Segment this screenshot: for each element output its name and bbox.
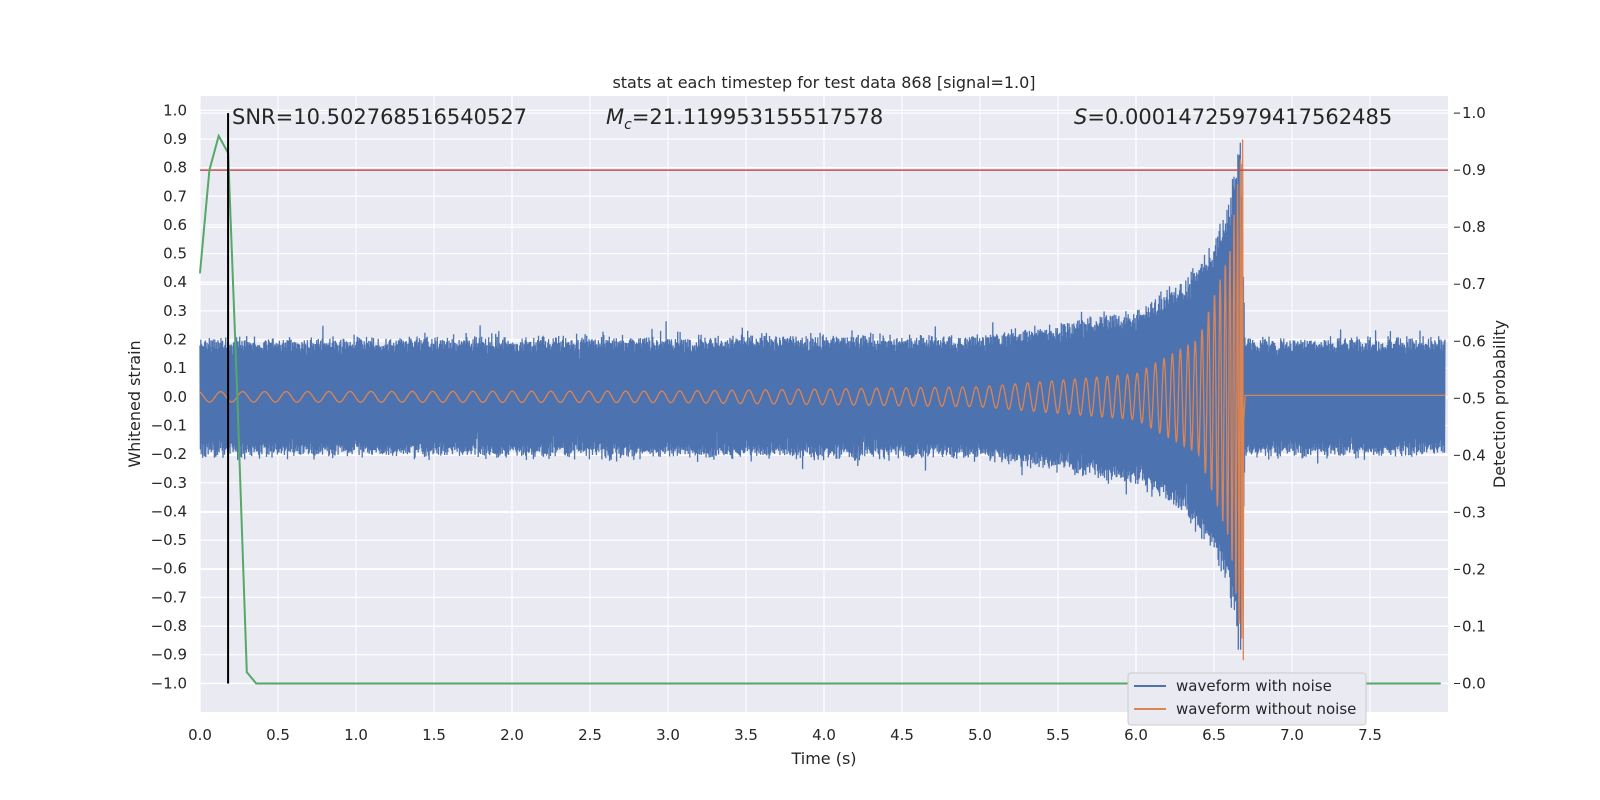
y-left-tick-label: 0.5	[163, 245, 187, 263]
y-right-tick-label: 0.6	[1462, 332, 1486, 350]
x-tick-label: 3.5	[734, 726, 758, 744]
snr-annotation: SNR=10.502768516540527	[232, 105, 527, 129]
detection-probability-point	[255, 682, 257, 685]
y-axis-right-label: Detection probability	[1490, 320, 1509, 488]
detection-probability-point	[246, 671, 248, 673]
s-annotation: S=0.00014725979417562485	[1074, 105, 1392, 129]
series-waveform-without-noise	[199, 139, 1445, 661]
x-tick-label: 4.0	[812, 726, 836, 744]
x-tick-label: 2.5	[578, 726, 602, 744]
x-tick-label: 1.5	[422, 726, 446, 744]
x-tick-label: 7.5	[1358, 726, 1382, 744]
y-left-tick-label: −0.9	[151, 646, 187, 664]
y-left-tick-label: 0.6	[163, 216, 187, 234]
y-left-tick-label: −1.0	[151, 674, 187, 692]
legend: waveform with noise waveform without noi…	[1127, 672, 1367, 726]
x-tick-label: 1.0	[344, 726, 368, 744]
x-tick-label: 4.5	[890, 726, 914, 744]
legend-label-clean: waveform without noise	[1176, 700, 1356, 718]
detection-probability-point	[511, 682, 513, 685]
y-right-tick-label: 0.4	[1462, 446, 1486, 464]
detection-probability-point	[277, 682, 279, 685]
detection-probability-point	[236, 397, 239, 400]
series-layer	[199, 139, 1446, 661]
x-tick-label: 2.0	[500, 726, 524, 744]
y-left-tick-label: −0.3	[151, 474, 187, 492]
y-right-tick-label: 0.8	[1462, 218, 1486, 236]
series-waveform-with-noise	[199, 142, 1446, 650]
y-right-tick-label: 0.7	[1462, 275, 1486, 293]
overlay-layer	[199, 113, 1448, 685]
y-left-tick-label: 0.8	[163, 159, 187, 177]
y-left-tick-label: −0.5	[151, 531, 187, 549]
detection-probability-point	[208, 169, 211, 171]
detection-probability-point	[823, 682, 825, 685]
x-tick-label: 6.5	[1202, 726, 1226, 744]
y-left-tick-label: 0.1	[163, 359, 187, 377]
y-left-tick-label: −0.6	[151, 560, 187, 578]
x-tick-label: 5.5	[1046, 726, 1070, 744]
x-axis-label: Time (s)	[790, 749, 856, 768]
x-tick-label: 7.0	[1280, 726, 1304, 744]
detection-probability-point	[355, 682, 357, 685]
detection-probability-point	[199, 272, 201, 274]
y-left-tick-label: 0.0	[163, 388, 187, 406]
y-right-tick-label: 0.2	[1462, 560, 1486, 578]
x-tick-label: 5.0	[968, 726, 992, 744]
y-left-tick-label: 0.2	[163, 331, 187, 349]
x-tick-label: 0.5	[266, 726, 290, 744]
legend-box	[1127, 672, 1367, 726]
y-left-tick-label: 0.4	[163, 273, 187, 291]
detection-probability-point	[1439, 682, 1441, 685]
y-left-tick-label: −0.2	[151, 445, 187, 463]
x-tick-label: 0.0	[188, 726, 212, 744]
series-detection-probability	[199, 133, 1441, 685]
y-left-tick-label: −0.7	[151, 588, 187, 606]
chirp-mass-annotation: Mc=21.119953155517578	[606, 105, 883, 133]
y-left-tick-label: 0.9	[163, 130, 187, 148]
y-left-tick-label: −0.1	[151, 416, 187, 434]
y-right-tick-label: 0.3	[1462, 503, 1486, 521]
y-left-tick-label: 1.0	[163, 101, 187, 119]
chart-title: stats at each timestep for test data 868…	[612, 73, 1035, 92]
y-right-tick-label: 1.0	[1462, 104, 1486, 122]
legend-label-noise: waveform with noise	[1176, 677, 1332, 695]
detection-probability-point	[217, 135, 220, 137]
y-right-tick-label: 0.0	[1462, 674, 1486, 692]
y-left-tick-label: 0.3	[163, 302, 187, 320]
ticks-layer: 0.0 0.5 1.0 1.5 2.0 2.5 3.0 3.5 4.0 4.5 5.0 5.5 6.0 6…	[151, 101, 1486, 744]
y-left-tick-label: 0.7	[163, 187, 187, 205]
y-right-tick-label: 0.9	[1462, 161, 1486, 179]
detection-probability-point	[979, 682, 981, 685]
x-tick-label: 6.0	[1124, 726, 1148, 744]
y-left-tick-label: −0.8	[151, 617, 187, 635]
y-left-tick-label: −0.4	[151, 502, 187, 520]
detection-probability-point	[667, 682, 669, 685]
y-axis-left-label: Whitened strain	[125, 340, 144, 467]
y-right-tick-label: 0.5	[1462, 389, 1486, 407]
y-right-tick-label: 0.1	[1462, 617, 1486, 635]
x-tick-label: 3.0	[656, 726, 680, 744]
